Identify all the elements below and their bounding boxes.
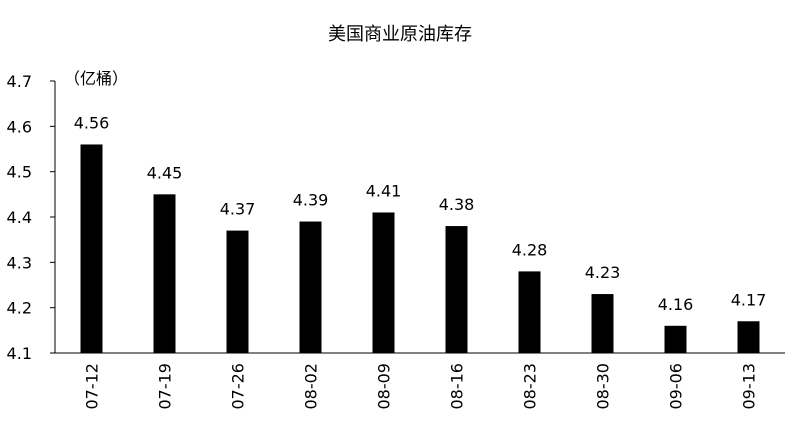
- bar: [372, 212, 395, 353]
- value-label: 4.23: [585, 263, 621, 282]
- value-label: 4.37: [220, 200, 256, 219]
- y-tick-label: 4.4: [7, 208, 32, 227]
- chart-title: 美国商业原油库存: [328, 24, 472, 45]
- y-tick-label: 4.7: [7, 72, 32, 91]
- value-label: 4.41: [366, 181, 402, 200]
- x-tick-label: 07-12: [83, 363, 102, 410]
- y-axis-label: （亿桶）: [64, 69, 128, 88]
- bar: [80, 144, 103, 353]
- bar: [518, 271, 541, 353]
- y-tick-label: 4.6: [7, 117, 32, 136]
- x-tick-label: 08-30: [594, 363, 613, 410]
- y-tick-label: 4.5: [7, 163, 32, 182]
- y-tick-label: 4.3: [7, 253, 32, 272]
- bar: [664, 325, 687, 353]
- bar: [737, 321, 760, 353]
- x-tick-label: 08-23: [521, 363, 540, 410]
- value-label: 4.39: [293, 191, 329, 210]
- value-label: 4.28: [512, 240, 548, 259]
- x-tick-label: 08-02: [302, 363, 321, 410]
- y-tick-label: 4.2: [7, 299, 32, 318]
- bar: [153, 194, 176, 353]
- bar: [591, 294, 614, 353]
- value-label: 4.38: [439, 195, 475, 214]
- y-tick-label: 4.1: [7, 344, 32, 363]
- bar: [445, 226, 468, 353]
- value-label: 4.17: [731, 290, 767, 309]
- x-tick-label: 08-16: [448, 363, 467, 410]
- x-tick-label: 09-06: [667, 363, 686, 410]
- value-label: 4.16: [658, 295, 694, 314]
- bar: [226, 230, 249, 353]
- x-tick-label: 09-13: [740, 363, 759, 410]
- x-tick-label: 07-26: [229, 363, 248, 410]
- value-label: 4.45: [147, 163, 183, 182]
- bar: [299, 221, 322, 353]
- value-label: 4.56: [74, 113, 110, 132]
- x-tick-label: 08-09: [375, 363, 394, 410]
- x-tick-label: 07-19: [156, 363, 175, 410]
